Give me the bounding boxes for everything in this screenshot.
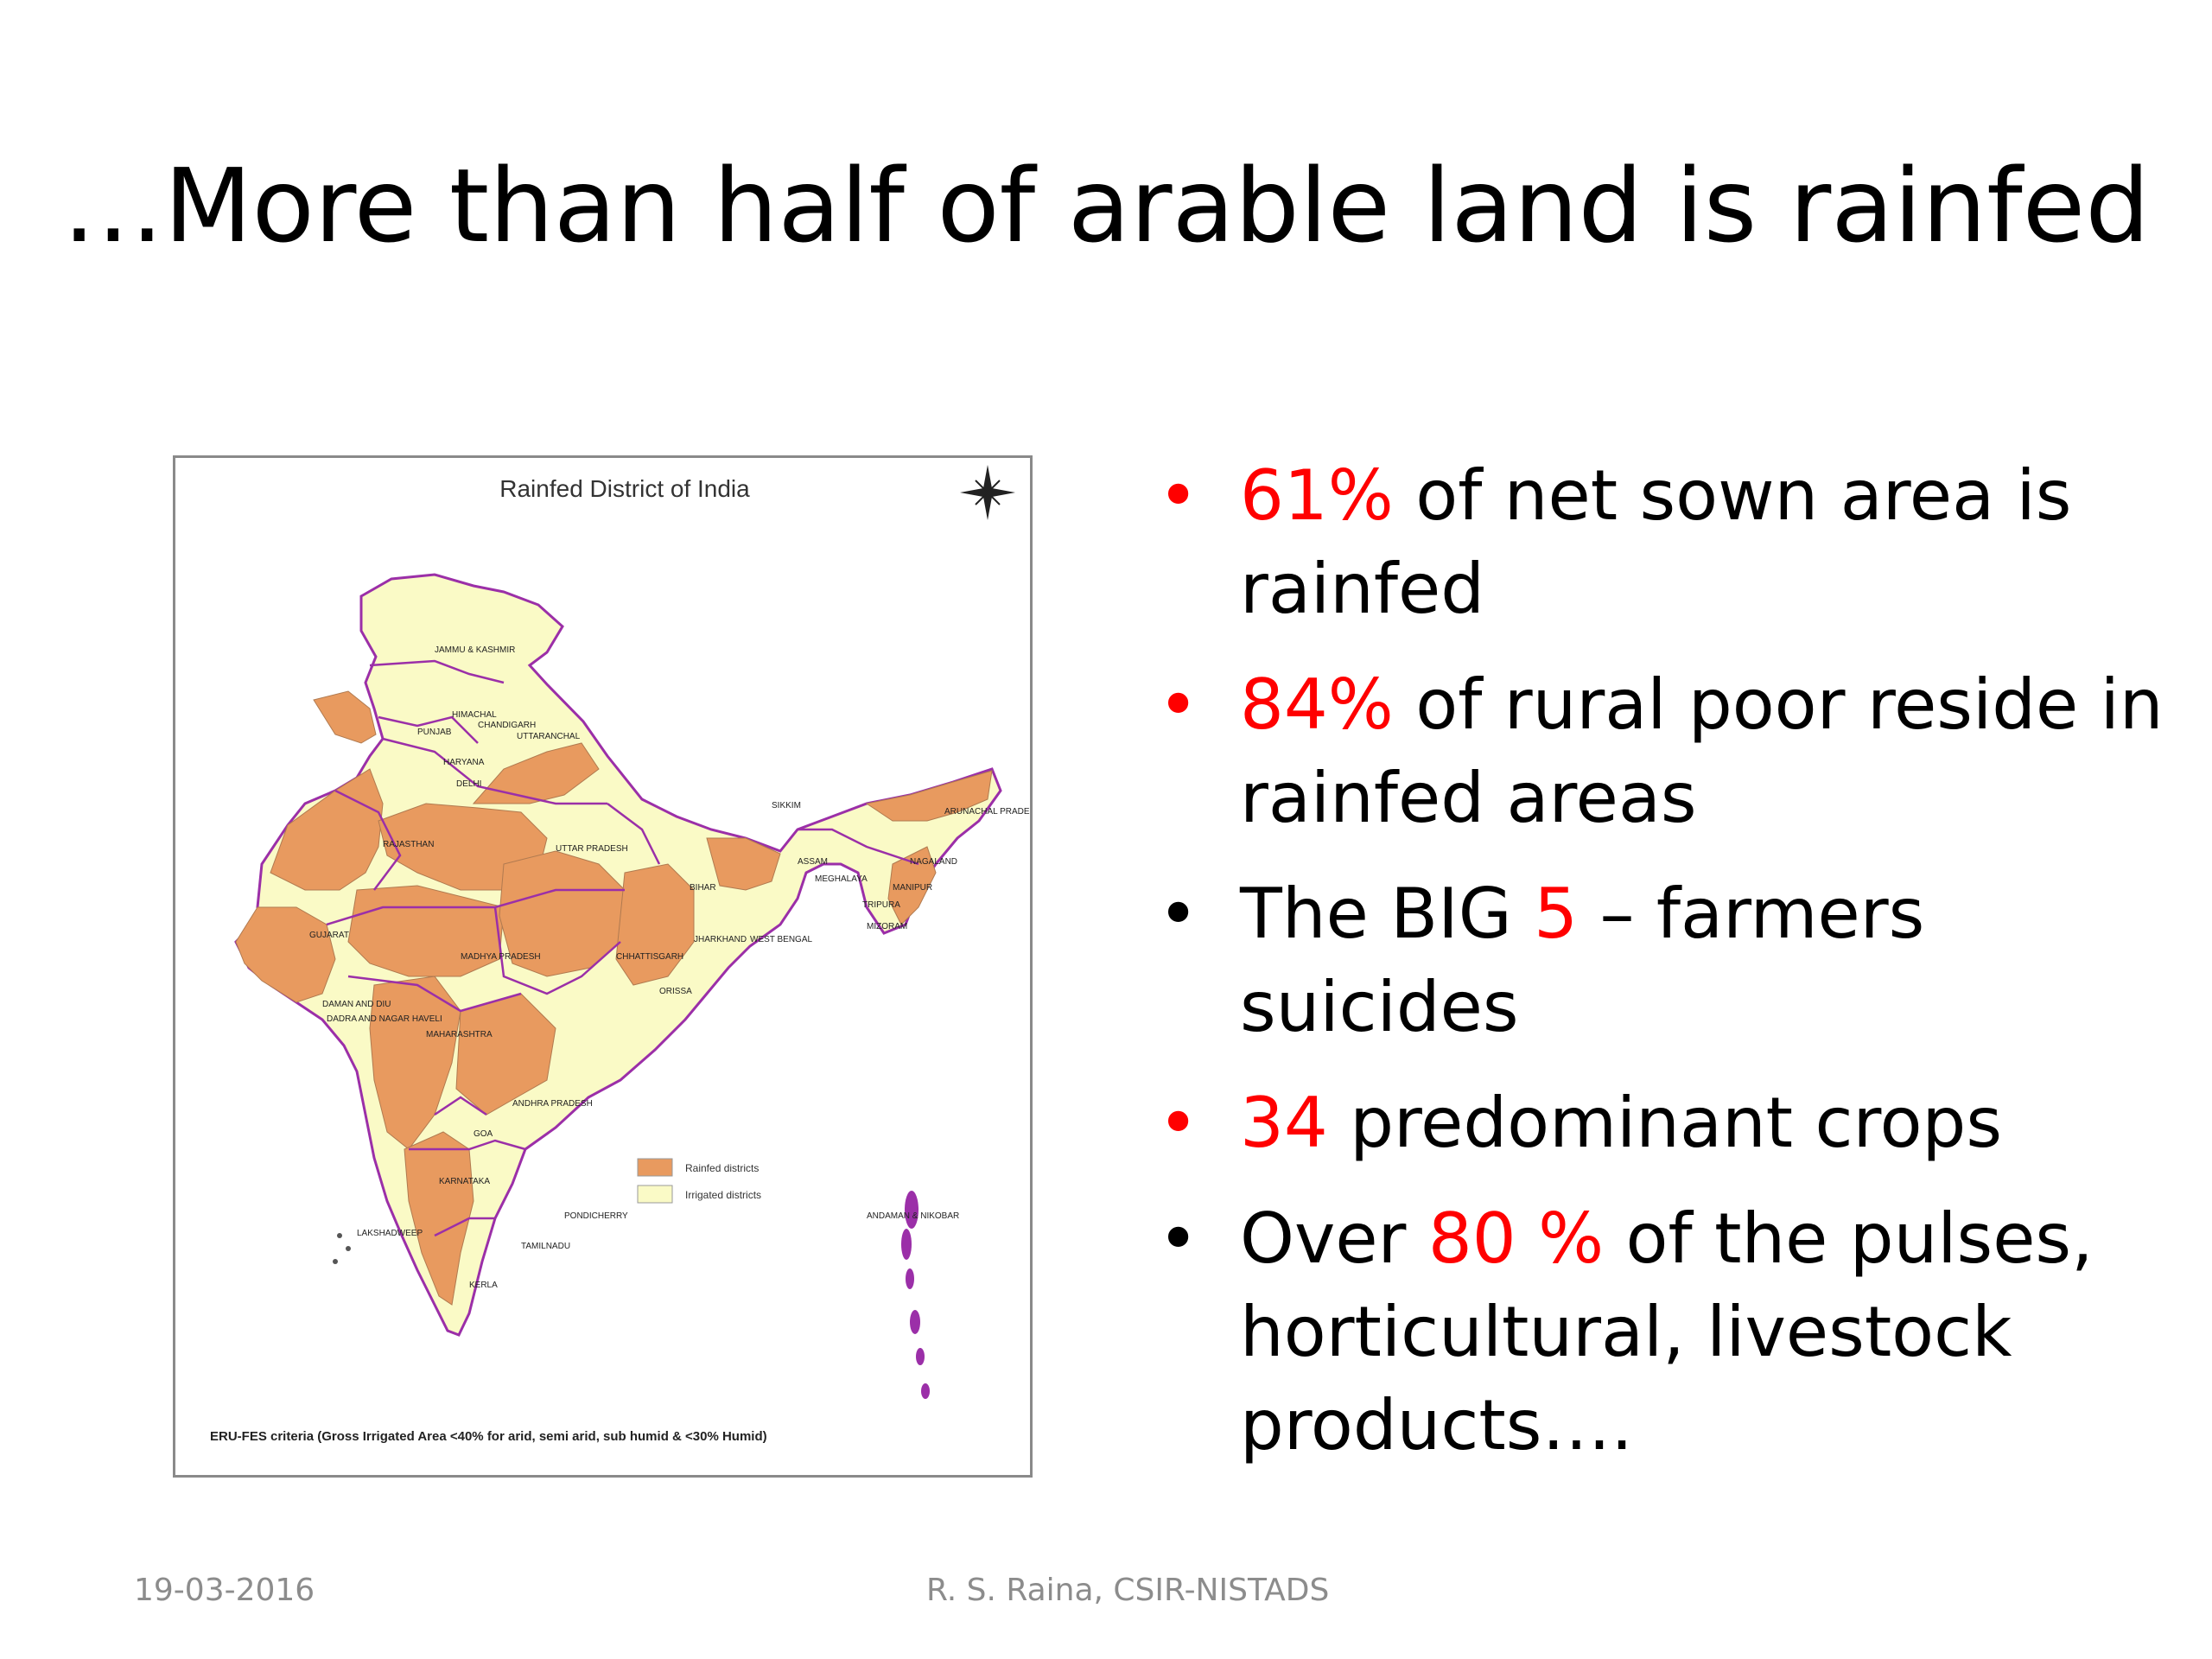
state-label: DAMAN AND DIU [322, 1000, 391, 1009]
state-label: ANDAMAN & NIKOBAR [867, 1211, 959, 1221]
state-label: RAJASTHAN [383, 840, 434, 849]
bullet-prefix: Over [1240, 1198, 1428, 1279]
compass-icon [960, 465, 1015, 520]
state-label: UTTARANCHAL [517, 732, 581, 741]
bullet-text: of rural poor reside in rainfed areas [1240, 664, 2164, 838]
state-label: TRIPURA [862, 900, 900, 910]
bullet-dot: • [1158, 1198, 1199, 1279]
bullet-dot: • [1158, 664, 1199, 745]
state-label: CHANDIGARH [478, 721, 536, 730]
state-label: KERLA [469, 1281, 498, 1290]
legend-swatch-rainfed [637, 1158, 673, 1177]
state-label: PONDICHERRY [564, 1211, 628, 1221]
bullet-item: • Over 80 % of the pulses, horticultural… [1158, 1192, 2177, 1472]
state-label: MEGHALAYA [815, 874, 868, 884]
bullet-item: • 61% of net sown area is rainfed [1158, 449, 2177, 636]
state-label: NAGALAND [910, 857, 957, 867]
bullet-text: of the pulses, horticultural, livestock … [1240, 1198, 2094, 1465]
map-legend: Rainfed districts Irrigated districts [637, 1158, 761, 1204]
bullet-highlight: 34 [1240, 1083, 1328, 1163]
legend-label-rainfed: Rainfed districts [685, 1162, 759, 1174]
rainfed-regions [235, 690, 993, 1306]
state-label: HIMACHAL [452, 710, 497, 720]
lakshadweep-islands [333, 1233, 351, 1264]
map-criteria-note: ERU-FES criteria (Gross Irrigated Area <… [210, 1429, 767, 1444]
bullet-highlight: 61% [1240, 455, 1394, 536]
state-label: ANDHRA PRADESH [512, 1099, 593, 1109]
rainfed-india-map: Rainfed District of India [173, 455, 1033, 1478]
map-title: Rainfed District of India [499, 475, 750, 502]
state-label: GOA [474, 1129, 493, 1139]
state-label: KARNATAKA [439, 1177, 490, 1186]
state-label: JHARKHAND [694, 935, 747, 944]
state-label: HARYANA [443, 758, 485, 767]
state-label: GUJARAT [309, 931, 349, 940]
state-label: MADHYA PRADESH [461, 952, 541, 962]
map-svg: Rainfed District of India [210, 465, 1030, 1444]
bullet-dot: • [1158, 455, 1199, 536]
state-label: ARUNACHAL PRADESH [944, 807, 1030, 817]
bullet-text: predominant crops [1327, 1083, 2002, 1163]
legend-swatch-irrigated [637, 1185, 673, 1204]
state-label: TAMILNADU [521, 1242, 570, 1251]
footer-date: 19-03-2016 [134, 1573, 315, 1608]
state-label: MAHARASHTRA [426, 1030, 493, 1039]
state-label: ORISSA [659, 987, 692, 996]
state-label: LAKSHADWEEP [357, 1229, 423, 1238]
state-label: SIKKIM [772, 801, 801, 810]
bullet-dot: • [1158, 1083, 1199, 1163]
bullet-prefix: The BIG [1240, 874, 1535, 954]
state-label: MANIPUR [893, 883, 932, 893]
bullet-highlight: 80 % [1427, 1198, 1605, 1279]
bullet-highlight: 5 [1534, 874, 1579, 954]
state-label: MIZORAM [867, 922, 907, 931]
legend-label-irrigated: Irrigated districts [685, 1189, 761, 1201]
bullet-text: of net sown area is rainfed [1240, 455, 2072, 629]
state-label: DADRA AND NAGAR HAVELI [327, 1014, 442, 1024]
state-boundaries [326, 659, 919, 1237]
bullet-item: • The BIG 5 – farmers suicides [1158, 868, 2177, 1054]
slide-title: …More than half of arable land is rainfe… [61, 146, 2151, 265]
state-label: ASSAM [798, 857, 828, 867]
bullet-item: • 84% of rural poor reside in rainfed ar… [1158, 658, 2177, 845]
state-label: BIHAR [690, 883, 716, 893]
state-label: PUNJAB [417, 728, 452, 737]
bullet-text: – farmers suicides [1240, 874, 1925, 1047]
bullet-item: • 34 predominant crops [1158, 1077, 2177, 1170]
bullet-dot: • [1158, 874, 1199, 954]
footer-author: R. S. Raina, CSIR-NISTADS [926, 1573, 1330, 1608]
state-label: DELHI [456, 779, 481, 789]
bullet-list: • 61% of net sown area is rainfed • 84% … [1158, 449, 2177, 1495]
state-label: CHHATTISGARH [616, 952, 683, 962]
state-label: WEST BENGAL [750, 935, 812, 944]
andaman-nicobar-islands [901, 1191, 930, 1399]
state-label: UTTAR PRADESH [556, 844, 628, 854]
bullet-highlight: 84% [1240, 664, 1394, 745]
state-label: JAMMU & KASHMIR [435, 645, 515, 655]
